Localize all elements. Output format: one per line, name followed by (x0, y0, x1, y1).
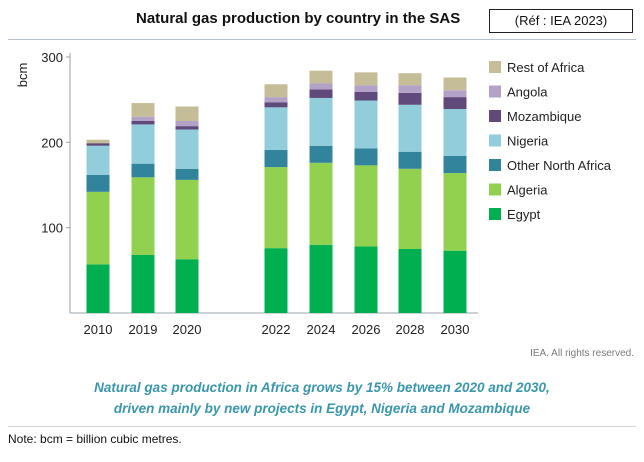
bar-segment-egypt-2022 (264, 248, 288, 313)
bar-segment-angola-2022 (264, 97, 288, 103)
chart-caption: Natural gas production in Africa grows b… (0, 377, 644, 419)
bar-segment-rest-of-africa-2020 (175, 106, 199, 121)
bars (86, 70, 467, 313)
bar-segment-other-north-africa-2030 (443, 155, 467, 174)
bar-segment-mozambique-2022 (264, 102, 288, 108)
bar-segment-rest-of-africa-2026 (354, 72, 378, 86)
bar-segment-algeria-2026 (354, 165, 378, 247)
bar-segment-other-north-africa-2026 (354, 148, 378, 166)
footnote: Note: bcm = billion cubic metres. (8, 432, 182, 446)
bar-segment-other-north-africa-2020 (175, 168, 199, 180)
rights-notice: IEA. All rights reserved. (530, 348, 634, 359)
legend-swatch (489, 85, 501, 98)
bar-segment-algeria-2019 (131, 177, 155, 255)
bar-segment-mozambique-2024 (309, 89, 333, 98)
y-tick-label: 300 (41, 50, 63, 65)
bar-segment-mozambique-2010 (86, 143, 110, 146)
bar-segment-other-north-africa-2019 (131, 163, 155, 178)
legend-swatch (489, 110, 501, 122)
bar-segment-algeria-2022 (264, 167, 288, 249)
bar-segment-angola-2030 (443, 90, 467, 98)
bar-segment-other-north-africa-2028 (398, 151, 422, 169)
x-tick-labels: 2010 2019 2020 2022 2024 2026 2028 2030 (84, 322, 470, 337)
bar-segment-rest-of-africa-2010 (86, 139, 110, 144)
bar-segment-mozambique-2019 (131, 121, 155, 125)
bar-segment-egypt-2010 (86, 264, 110, 313)
bar-segment-algeria-2010 (86, 191, 110, 265)
caption-line-2: driven mainly by new projects in Egypt, … (113, 401, 531, 416)
bar-segment-other-north-africa-2022 (264, 150, 288, 168)
bar-segment-egypt-2019 (131, 254, 155, 313)
chart-title: Natural gas production by country in the… (136, 10, 461, 27)
x-tick-label: 2024 (307, 322, 336, 337)
legend-swatch (489, 208, 501, 220)
bar-segment-nigeria-2028 (398, 104, 422, 152)
bar-segment-egypt-2028 (398, 249, 422, 313)
legend-swatch (489, 134, 501, 147)
bar-segment-rest-of-africa-2019 (131, 103, 155, 117)
legend-swatch (489, 61, 501, 73)
reference-box: (Réf : IEA 2023) (489, 9, 633, 33)
x-tick-label: 2020 (173, 322, 202, 337)
x-tick-label: 2030 (441, 322, 470, 337)
bar-segment-nigeria-2020 (175, 129, 199, 169)
legend-label: Mozambique (507, 109, 581, 124)
bar-segment-mozambique-2028 (398, 92, 422, 105)
legend-swatch (489, 183, 501, 196)
bar-segment-mozambique-2020 (175, 126, 199, 130)
legend-label: Egypt (507, 207, 541, 222)
bar-segment-nigeria-2030 (443, 109, 467, 156)
bar-segment-rest-of-africa-2028 (398, 73, 422, 86)
legend: Rest of Africa Angola Mozambique Nigeria Oth… (489, 60, 612, 222)
bar-segment-angola-2019 (131, 116, 155, 121)
bar-segment-algeria-2030 (443, 173, 467, 251)
y-tick-label: 100 (41, 221, 63, 236)
bar-segment-nigeria-2024 (309, 97, 333, 146)
legend-label: Nigeria (507, 134, 549, 149)
bar-segment-rest-of-africa-2030 (443, 77, 467, 91)
bar-segment-egypt-2026 (354, 246, 378, 313)
x-tick-label: 2010 (84, 322, 113, 337)
bar-segment-rest-of-africa-2024 (309, 70, 333, 84)
x-tick-label: 2019 (129, 322, 158, 337)
bar-segment-angola-2020 (175, 121, 199, 127)
y-tick-label: 200 (41, 135, 63, 150)
bar-segment-algeria-2020 (175, 179, 199, 260)
top-divider (8, 39, 636, 40)
legend-label: Other North Africa (507, 158, 612, 173)
bar-segment-other-north-africa-2024 (309, 145, 333, 163)
bar-segment-other-north-africa-2010 (86, 174, 110, 192)
legend-swatch (489, 159, 501, 171)
bar-segment-angola-2026 (354, 85, 378, 92)
legend-label: Algeria (507, 183, 548, 198)
x-tick-label: 2022 (262, 322, 291, 337)
bar-segment-angola-2024 (309, 83, 333, 90)
bar-segment-nigeria-2022 (264, 107, 288, 151)
caption-line-1: Natural gas production in Africa grows b… (94, 380, 550, 395)
legend-label: Angola (507, 85, 548, 100)
x-tick-label: 2026 (352, 322, 381, 337)
x-tick-label: 2028 (396, 322, 425, 337)
bar-segment-algeria-2028 (398, 168, 422, 249)
bar-segment-nigeria-2019 (131, 124, 155, 164)
bar-segment-angola-2028 (398, 85, 422, 93)
bar-segment-rest-of-africa-2022 (264, 84, 288, 98)
bottom-divider (8, 426, 636, 427)
bar-segment-nigeria-2010 (86, 145, 110, 175)
bar-segment-egypt-2024 (309, 244, 333, 313)
bar-segment-mozambique-2026 (354, 91, 378, 101)
y-axis-label: bcm (15, 63, 30, 88)
bar-segment-egypt-2020 (175, 259, 199, 313)
bar-segment-mozambique-2030 (443, 97, 467, 110)
bar-segment-algeria-2024 (309, 162, 333, 245)
bar-segment-nigeria-2026 (354, 100, 378, 149)
legend-label: Rest of Africa (507, 60, 585, 75)
bar-segment-egypt-2030 (443, 250, 467, 313)
